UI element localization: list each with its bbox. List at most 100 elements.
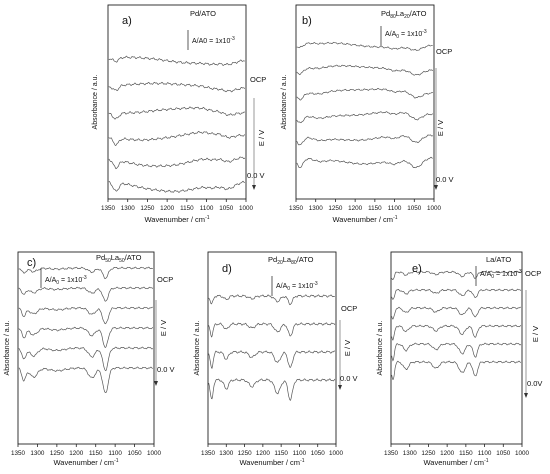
- x-tick-label-d-4: 1150: [274, 450, 288, 457]
- x-tick-label-b-6: 1050: [407, 205, 422, 212]
- spectrum-d-2: [208, 322, 336, 338]
- spectrum-a-3: [108, 106, 245, 120]
- spectrum-a-6: [108, 180, 245, 193]
- spectrum-b-5: [296, 134, 434, 146]
- x-tick-label-d-1: 1300: [219, 450, 234, 457]
- potential-arrowhead-c: [154, 381, 158, 386]
- end-label-b: 0.0 V: [436, 175, 454, 184]
- y-axis-label-d: Absorbance / a.u.: [194, 321, 201, 376]
- spectrum-b-4: [296, 111, 434, 124]
- spectrum-e-3: [391, 306, 522, 320]
- y-axis-label-e: Absorbance / a.u.: [377, 321, 384, 376]
- ocp-label-c: OCP: [157, 275, 173, 284]
- plot-frame-b: [295, 4, 435, 200]
- x-tick-label-e-2: 1250: [421, 450, 436, 457]
- end-label-a: 0.0 V: [247, 171, 265, 180]
- y-axis-label-b: Absorbance / a.u.: [281, 75, 288, 130]
- x-tick-label-c-2: 1250: [50, 450, 65, 457]
- x-tick-label-b-5: 1100: [388, 205, 402, 212]
- end-label-c: 0.0 V: [157, 365, 175, 374]
- x-tick-label-d-2: 1250: [238, 450, 253, 457]
- y-axis-label-c: Absorbance / a.u.: [4, 321, 11, 376]
- x-tick-label-e-0: 1350: [384, 450, 399, 457]
- x-tick-label-a-0: 1350: [101, 205, 116, 212]
- panel-title-c: Pd50La50/ATO: [96, 253, 142, 264]
- ocp-label-a: OCP: [250, 75, 266, 84]
- spectrum-a-1: [108, 55, 245, 66]
- potential-arrowhead-a: [252, 185, 256, 190]
- potential-label-c: E / V: [159, 320, 168, 336]
- spectrum-e-1: [391, 270, 521, 280]
- x-tick-label-a-1: 1300: [121, 205, 136, 212]
- y-axis-label-a: Absorbance / a.u.: [92, 75, 99, 130]
- x-tick-label-b-3: 1200: [348, 205, 363, 212]
- spectrum-e-4: [391, 324, 522, 341]
- panel-label-d: d): [222, 263, 232, 275]
- potential-label-e: E / V: [531, 326, 540, 342]
- panel-title-e: La/ATO: [486, 255, 511, 264]
- panel-label-b: b): [302, 15, 312, 27]
- scale-bar-label-a: A/A0 = 1x10-3: [192, 36, 235, 45]
- panel-label-e: e): [412, 263, 422, 275]
- x-tick-label-e-4: 1150: [459, 450, 473, 457]
- potential-label-b: E / V: [436, 120, 445, 136]
- spectra-group-b: [296, 41, 434, 169]
- spectrum-a-2: [108, 81, 246, 93]
- x-tick-label-a-3: 1200: [160, 205, 175, 212]
- x-ticks-b: 1350 1300 1250 1200 1150 1100 1050 1000: [289, 199, 442, 212]
- x-tick-label-c-4: 1150: [89, 450, 103, 457]
- spectrum-d-1: [208, 294, 335, 306]
- scale-bar-label-b: A/A0 = 1x10-3: [385, 29, 427, 40]
- potential-arrowhead-b: [434, 185, 438, 190]
- panel-b: 1350 1300 1250 1200 1150 1100 1050 1000 b) Pd80…: [281, 4, 454, 224]
- x-axis-label-d: Wavenumber / cm-1: [239, 458, 304, 467]
- x-tick-label-c-0: 1350: [11, 450, 26, 457]
- x-ticks-a: 1350 1300 1250 1200 1150 1100 1050 1000: [101, 199, 254, 212]
- x-tick-label-e-7: 1000: [515, 450, 530, 457]
- x-tick-label-a-7: 1000: [239, 205, 254, 212]
- spectrum-a-4: [108, 130, 246, 146]
- panel-label-c: c): [27, 257, 36, 269]
- panel-a: 1350 1300 1250 1200 1150 1100 1050 1000 a) Pd/A…: [92, 4, 266, 224]
- spectrum-b-1: [296, 41, 433, 51]
- x-tick-label-d-5: 1100: [293, 450, 307, 457]
- x-tick-label-b-7: 1000: [427, 205, 442, 212]
- spectrum-c-5: [18, 346, 154, 372]
- ocp-label-d: OCP: [341, 304, 357, 313]
- ocp-label-b: OCP: [436, 47, 452, 56]
- spectrum-c-4: [18, 326, 154, 348]
- x-axis-label-b: Wavenumber / cm-1: [332, 215, 397, 224]
- x-axis-label-a: Wavenumber / cm-1: [144, 215, 209, 224]
- scale-bar-label-e: A/A0 = 1x10-3: [480, 269, 522, 280]
- x-tick-label-b-1: 1300: [309, 205, 324, 212]
- x-ticks-e: 1350 1300 1250 1200 1150 1100 1050 1000: [384, 444, 530, 457]
- x-tick-label-e-3: 1200: [440, 450, 455, 457]
- x-ticks-c: 1350 1300 1250 1200 1150 1100 1050 1000: [11, 444, 162, 457]
- x-tick-label-d-6: 1050: [311, 450, 326, 457]
- spectrum-c-3: [18, 306, 153, 325]
- spectrum-d-3: [208, 350, 336, 369]
- panel-c: 1350 1300 1250 1200 1150 1100 1050 1000 c) Pd50…: [4, 251, 175, 467]
- x-ticks-d: 1350 1300 1250 1200 1150 1100 1050 1000: [201, 444, 344, 457]
- x-tick-label-c-7: 1000: [147, 450, 162, 457]
- x-tick-label-e-5: 1100: [478, 450, 492, 457]
- x-tick-label-a-6: 1050: [219, 205, 234, 212]
- x-tick-label-b-4: 1150: [368, 205, 382, 212]
- x-tick-label-d-0: 1350: [201, 450, 216, 457]
- x-tick-label-e-1: 1300: [403, 450, 418, 457]
- x-tick-label-a-2: 1250: [140, 205, 155, 212]
- x-tick-label-a-4: 1150: [180, 205, 194, 212]
- scale-bar-label-c: A/A0 = 1x10-3: [45, 275, 87, 286]
- plot-frame-a: [107, 4, 247, 200]
- x-tick-label-d-7: 1000: [329, 450, 344, 457]
- spectrum-e-2: [391, 288, 522, 300]
- spectra-group-a: [108, 55, 246, 193]
- potential-arrowhead-d: [338, 385, 342, 390]
- spectrum-d-4: [208, 378, 336, 401]
- panel-d: 1350 1300 1250 1200 1150 1100 1050 1000 d) Pd20…: [194, 251, 358, 467]
- spectrum-a-5: [108, 156, 246, 170]
- spectrum-e-5: [391, 342, 522, 362]
- plot-frame-d: [207, 251, 337, 445]
